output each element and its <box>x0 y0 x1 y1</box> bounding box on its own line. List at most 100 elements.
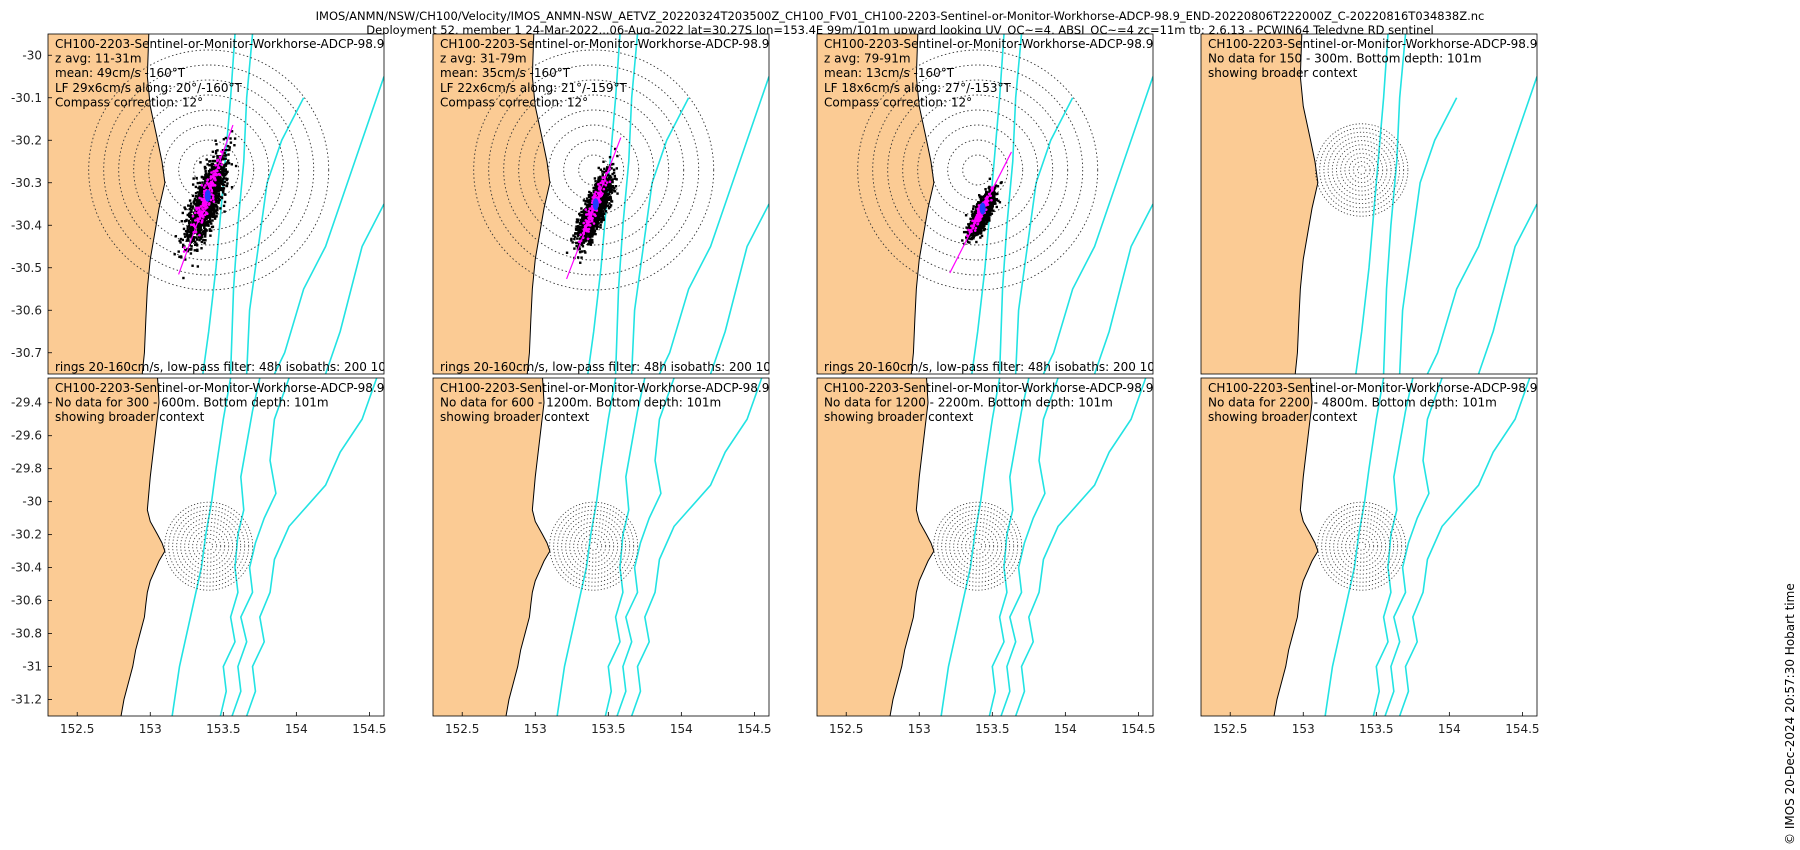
scatter-point <box>994 199 997 202</box>
scatter-point <box>208 164 211 167</box>
scatter-point <box>216 175 220 179</box>
isobath-2 <box>604 378 646 716</box>
scatter-point <box>573 237 576 241</box>
lowpass-point <box>216 169 219 173</box>
scatter-point <box>207 172 210 176</box>
scatter-point <box>976 202 979 206</box>
isobath-2 <box>219 378 261 716</box>
y-tick-label: -31 <box>22 660 42 674</box>
scatter-point <box>186 231 189 234</box>
speed-ring <box>200 537 218 555</box>
scatter-point <box>977 201 980 204</box>
scatter-point <box>610 191 614 194</box>
scatter-point <box>596 182 599 185</box>
scatter-point <box>615 178 618 181</box>
isobath-2 <box>998 34 1023 374</box>
scatter-point <box>595 226 598 229</box>
scatter-point <box>194 236 198 239</box>
scatter-point <box>208 228 211 232</box>
scatter-point <box>214 199 218 202</box>
scatter-point <box>215 212 219 215</box>
lowpass-point <box>212 200 216 203</box>
scatter-point <box>210 229 213 232</box>
speed-ring <box>581 533 607 559</box>
scatter-point <box>972 205 975 208</box>
scatter-point <box>599 223 602 227</box>
scatter-point <box>590 232 593 235</box>
scatter-point <box>581 223 584 226</box>
scatter-point <box>179 241 182 244</box>
isobath-1 <box>1355 34 1389 374</box>
x-tick-label: 152.5 <box>60 722 94 736</box>
scatter-point <box>603 167 606 171</box>
speed-ring <box>941 509 1015 583</box>
scatter-point <box>218 185 221 188</box>
axes-frame <box>816 377 1154 717</box>
scatter-point <box>219 180 222 183</box>
scatter-point <box>182 227 186 231</box>
axes-frame <box>816 33 1154 375</box>
isobath-3 <box>245 97 305 374</box>
scatter-point <box>583 211 587 214</box>
scatter-point <box>188 227 192 230</box>
scatter-point <box>611 184 615 188</box>
panel-annotation: No data for 2200 - 4800m. Bottom depth: … <box>1208 396 1497 410</box>
x-tick-label: 154 <box>1054 722 1077 736</box>
scatter-point <box>213 207 216 210</box>
panel-annotation: CH100-2203-Sentinel-or-Monitor-Workhorse… <box>440 37 769 51</box>
scatter-point <box>587 195 591 199</box>
y-tick-label: -29.6 <box>11 429 42 443</box>
scatter-point <box>219 207 222 210</box>
lowpass-point <box>212 173 215 176</box>
scatter-point <box>213 217 217 220</box>
isobath-4 <box>658 76 769 374</box>
axes-frame <box>47 33 385 375</box>
scatter-point <box>213 159 216 163</box>
scatter-point <box>195 244 199 247</box>
scatter-point <box>586 199 590 203</box>
speed-ring <box>1337 521 1387 571</box>
scatter-point <box>591 230 594 234</box>
scatter-point <box>222 168 225 171</box>
y-tick-label: -30.2 <box>11 133 42 147</box>
scatter-point <box>589 243 593 246</box>
scatter-point <box>201 236 204 239</box>
scatter-point <box>218 178 222 182</box>
scatter-point <box>210 165 214 168</box>
scatter-point <box>578 237 582 240</box>
scatter-point <box>224 157 227 160</box>
scatter-point <box>219 166 223 169</box>
lowpass-point <box>603 175 607 179</box>
scatter-point <box>200 247 203 250</box>
scatter-point <box>588 190 591 194</box>
scatter-point <box>608 177 611 180</box>
lowpass-point <box>203 204 207 208</box>
isobath-4 <box>273 76 384 374</box>
scatter-point <box>601 174 604 177</box>
scatter-point <box>609 195 612 199</box>
scatter-point <box>604 198 607 201</box>
scatter-point <box>596 216 600 219</box>
lowpass-point <box>194 230 198 234</box>
y-tick-label: -30.4 <box>11 218 42 232</box>
lowpass-point <box>598 191 602 195</box>
speed-ring <box>937 505 1019 587</box>
scatter-point <box>230 163 234 166</box>
speed-ring <box>1317 501 1407 591</box>
lowpass-point <box>198 233 201 237</box>
scatter-point <box>194 220 197 224</box>
scatter-point <box>990 201 994 205</box>
scatter-point <box>589 191 592 195</box>
scatter-point <box>198 229 202 232</box>
y-tick-label: -31.2 <box>11 693 42 707</box>
scatter-point <box>219 164 222 168</box>
scatter-point <box>580 210 583 214</box>
panel-annotation: Compass correction: 12° <box>55 95 203 109</box>
y-tick-label: -30.6 <box>11 594 42 608</box>
speed-ring <box>947 139 1009 201</box>
speed-ring <box>1357 165 1367 175</box>
scatter-point <box>198 185 201 189</box>
scatter-point <box>607 192 611 196</box>
lowpass-point <box>212 182 215 186</box>
lowpass-point <box>200 212 204 215</box>
